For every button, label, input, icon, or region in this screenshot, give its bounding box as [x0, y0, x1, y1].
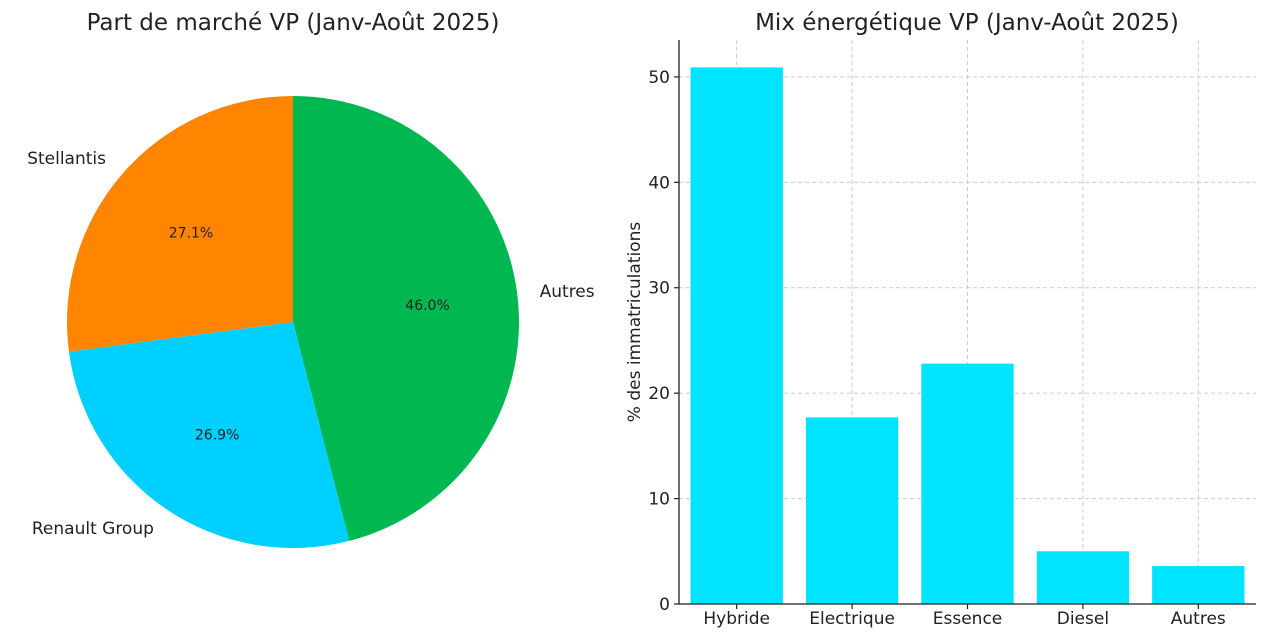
pie-slices: [66, 96, 519, 548]
pie-chart: Part de marché VP (Janv-Août 2025) 46.0%…: [27, 10, 595, 548]
bar-electrique: [805, 417, 899, 604]
y-axis-title: % des immatriculations: [625, 222, 645, 423]
pie-slice-label-renault-group: Renault Group: [32, 519, 154, 539]
axis-spines: [678, 40, 1256, 605]
y-tick-label: 0: [659, 595, 670, 615]
x-tick-label-electrique: Electrique: [809, 609, 895, 629]
bar-essence: [921, 363, 1014, 604]
bar-axes: [674, 40, 1256, 609]
bar-bars: [690, 67, 1245, 604]
y-tick-label: 20: [648, 384, 670, 404]
pie-slice-stellantis: [66, 96, 293, 352]
pie-pct-label-autres: 46.0%: [405, 298, 449, 314]
y-tick-label: 40: [648, 173, 670, 193]
pie-slice-label-stellantis: Stellantis: [27, 149, 106, 169]
x-tick-label-essence: Essence: [933, 609, 1003, 629]
bar-hybride: [690, 67, 783, 604]
x-tick-label-autres: Autres: [1171, 609, 1226, 629]
pie-slice-renault-group: [68, 322, 350, 548]
pie-chart-title: Part de marché VP (Janv-Août 2025): [87, 10, 500, 36]
pie-pct-label-stellantis: 27.1%: [169, 226, 213, 242]
y-tick-label: 10: [648, 490, 670, 510]
y-tick-label: 30: [648, 279, 670, 299]
x-tick-label-diesel: Diesel: [1057, 609, 1109, 629]
bar-chart-title: Mix énergétique VP (Janv-Août 2025): [755, 10, 1179, 36]
bar-tick-labels: 0 10 20 30 40 50 Hybride Electrique Essence Diese…: [648, 68, 1226, 629]
bar-autres: [1152, 566, 1245, 604]
bar-chart: Mix énergétique VP (Janv-Août 2025) 0 10 2…: [625, 10, 1256, 629]
pie-labels: 46.0% Autres 26.9% Renault Group 27.1% Stella…: [27, 149, 595, 539]
bar-diesel: [1036, 551, 1130, 604]
pie-pct-label-renault-group: 26.9%: [195, 427, 239, 443]
y-tick-label: 50: [648, 68, 670, 88]
pie-slice-autres: [293, 96, 519, 541]
x-tick-label-hybride: Hybride: [703, 609, 770, 629]
pie-slice-label-autres: Autres: [540, 282, 595, 302]
